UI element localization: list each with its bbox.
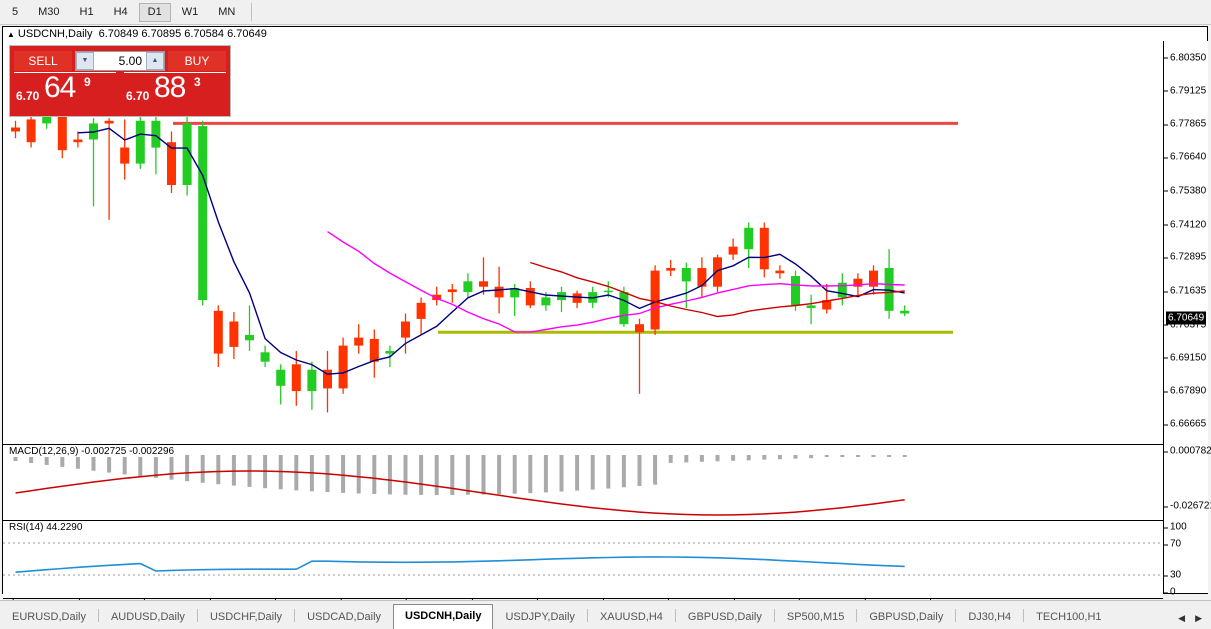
timeframe-toolbar: 5 M30 H1 H4 D1 W1 MN xyxy=(0,0,1211,25)
timeframe-list: 5 M30 H1 H4 D1 W1 MN xyxy=(0,0,1211,24)
price-tick: 6.77865 xyxy=(1163,118,1207,130)
volume-increase-icon[interactable]: ▲ xyxy=(146,51,164,70)
sell-price[interactable]: 6.70 64 9 xyxy=(14,71,116,116)
price-tick: 6.71635 xyxy=(1163,285,1207,297)
buy-price-fraction: 3 xyxy=(194,75,201,89)
rsi-axis-tick: 70 xyxy=(1163,538,1182,550)
price-candlestick-svg xyxy=(11,99,958,413)
timeframe-H4[interactable]: H4 xyxy=(113,5,128,18)
toolbar-divider xyxy=(251,3,253,21)
volume-value[interactable]: 5.00 xyxy=(118,53,142,68)
tab-next-icon[interactable]: ▶ xyxy=(1195,613,1202,623)
price-tick: 6.74120 xyxy=(1163,219,1207,231)
tab-divider xyxy=(196,609,198,622)
macd-axis-top: 0.000782 xyxy=(1164,445,1211,457)
macd-label: MACD(12,26,9) -0.002725 -0.002296 xyxy=(7,446,177,457)
chart-tab-gbpusd-daily[interactable]: GBPUSD,Daily xyxy=(687,611,762,623)
tab-divider xyxy=(773,609,775,622)
tab-divider xyxy=(674,609,676,622)
collapse-triangle-icon[interactable]: ▲ xyxy=(7,29,15,39)
price-tick: 6.79125 xyxy=(1163,85,1207,97)
sell-price-main: 64 xyxy=(44,71,76,104)
sell-price-prefix: 6.70 xyxy=(16,89,40,103)
chart-tab-sp500-m15[interactable]: SP500,M15 xyxy=(786,611,845,623)
price-tick: 6.66665 xyxy=(1163,418,1207,430)
tab-nav: ◀ ▶ xyxy=(1173,613,1211,629)
chart-tab-usdcnh-daily[interactable]: USDCNH,Daily xyxy=(393,604,494,629)
timeframe-M30[interactable]: M30 xyxy=(38,5,60,18)
timeframe-W1[interactable]: W1 xyxy=(181,5,199,18)
rsi-axis-tick: 0 xyxy=(1164,586,1176,598)
volume-input[interactable]: ▼ 5.00 ▲ xyxy=(75,50,165,71)
timeframe-H1[interactable]: H1 xyxy=(79,5,94,18)
price-tick: 6.80350 xyxy=(1163,52,1207,64)
price-tick: 6.75380 xyxy=(1163,185,1207,197)
chart-symbol-label: USDCNH,Daily xyxy=(17,28,93,40)
rsi-label: RSI(14) 44.2290 xyxy=(7,522,85,533)
volume-decrease-icon[interactable]: ▼ xyxy=(76,51,94,70)
rsi-plot-area[interactable]: RSI(14) 44.2290 xyxy=(3,520,1163,599)
chart-tab-usdjpy-daily[interactable]: USDJPY,Daily xyxy=(505,611,575,623)
current-price-badge: 6.70649 xyxy=(1166,311,1207,324)
tab-divider xyxy=(1023,609,1025,622)
chart-tab-eurusd-daily[interactable]: EURUSD,Daily xyxy=(12,611,86,623)
chart-tab-usdchf-daily[interactable]: USDCHF,Daily xyxy=(209,611,283,623)
price-tick: 6.76640 xyxy=(1163,151,1207,163)
timeframe-MN[interactable]: MN xyxy=(218,5,236,18)
rsi-svg xyxy=(3,542,1163,576)
sell-button[interactable]: SELL xyxy=(14,50,72,71)
trade-controls-row: SELL ▼ 5.00 ▲ BUY xyxy=(10,46,230,72)
tab-divider xyxy=(97,609,99,622)
chart-header: ▲ USDCNH,Daily 6.70849 6.70895 6.70584 6.… xyxy=(3,27,267,42)
tab-divider xyxy=(856,609,858,622)
chart-tab-xauusd-h4[interactable]: XAUUSD,H4 xyxy=(599,611,663,623)
rsi-axis-tick: 30 xyxy=(1163,569,1182,581)
price-tick: 6.72895 xyxy=(1163,251,1207,263)
macd-axis-bottom: -0.026721 xyxy=(1163,501,1211,512)
timeframe-5[interactable]: 5 xyxy=(12,5,19,18)
trade-prices-row: 6.70 64 9 6.70 88 3 xyxy=(10,71,230,116)
tab-divider xyxy=(586,609,588,622)
macd-svg xyxy=(13,455,907,516)
chart-tab-bar[interactable]: EURUSD,Daily AUDUSD,Daily USDCHF,Daily USDC… xyxy=(0,600,1211,629)
macd-plot-area[interactable]: MACD(12,26,9) -0.002725 -0.002296 xyxy=(3,444,1163,519)
one-click-trading-panel[interactable]: SELL ▼ 5.00 ▲ BUY 6.70 64 9 6.70 88 3 xyxy=(9,45,231,117)
buy-price[interactable]: 6.70 88 3 xyxy=(124,71,226,116)
sell-price-fraction: 9 xyxy=(84,75,91,89)
price-tick: 6.70375 xyxy=(1163,319,1207,331)
chart-ohlc-values: 6.70849 6.70895 6.70584 6.70649 xyxy=(98,28,267,40)
price-tick: 6.67890 xyxy=(1163,385,1207,397)
chart-tab-usdcad-daily[interactable]: USDCAD,Daily xyxy=(307,611,382,623)
tab-prev-icon[interactable]: ◀ xyxy=(1178,613,1186,623)
buy-price-main: 88 xyxy=(154,71,186,104)
buy-price-prefix: 6.70 xyxy=(126,89,150,103)
price-tick: 6.69150 xyxy=(1163,352,1207,364)
chart-tab-dj30-h4[interactable]: DJ30,H4 xyxy=(968,611,1012,623)
rsi-axis-tick: 100 xyxy=(1164,521,1187,533)
buy-button[interactable]: BUY xyxy=(168,50,226,71)
tab-divider xyxy=(294,609,296,622)
chart-tab-audusd-daily[interactable]: AUDUSD,Daily xyxy=(110,611,185,623)
chart-tab-tech100-h1[interactable]: TECH100,H1 xyxy=(1036,611,1102,623)
price-scale[interactable]: 6.80350 6.79125 6.77865 6.76640 6.75380 6.741… xyxy=(1163,41,1211,598)
tab-divider xyxy=(955,609,957,622)
chart-tab-gbpusd-daily[interactable]: GBPUSD,Daily xyxy=(869,611,944,623)
chart-window[interactable]: ▲ USDCNH,Daily 6.70849 6.70895 6.70584 6.… xyxy=(0,26,1211,613)
timeframe-D1[interactable]: D1 xyxy=(138,2,171,22)
